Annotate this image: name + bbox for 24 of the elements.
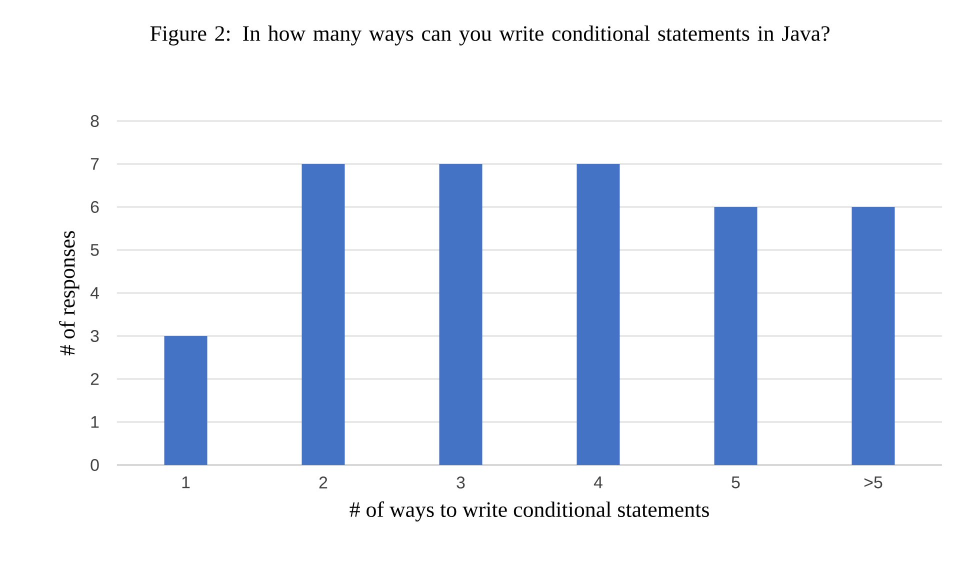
y-axis-title: # of responses <box>59 231 80 356</box>
y-tick-label: 2 <box>90 373 99 385</box>
y-tick-label: 7 <box>90 158 99 170</box>
bar <box>576 164 620 465</box>
bar <box>852 206 895 465</box>
x-tick-label: 3 <box>456 476 465 489</box>
bar <box>714 206 758 465</box>
chart-title: Figure 2: In how many ways can you write conditional statements in Java? <box>150 26 830 46</box>
bar <box>164 336 208 465</box>
x-tick-label: 2 <box>319 476 328 488</box>
x-tick-label: 1 <box>182 476 190 488</box>
y-tick-label: 4 <box>90 287 99 299</box>
x-axis-title: # of ways to write conditional statements <box>350 501 709 522</box>
y-tick-label: 6 <box>90 200 99 213</box>
y-tick-label: 3 <box>90 330 99 342</box>
x-tick-label: 4 <box>594 476 602 488</box>
x-tick-label: >5 <box>864 476 882 488</box>
bar <box>302 164 345 465</box>
y-tick-label: 8 <box>90 114 99 127</box>
y-tick-label: 0 <box>90 458 99 471</box>
x-tick-label: 5 <box>732 476 740 488</box>
y-tick-label: 1 <box>91 416 99 428</box>
bar <box>439 164 482 465</box>
y-tick-label: 5 <box>90 244 99 256</box>
